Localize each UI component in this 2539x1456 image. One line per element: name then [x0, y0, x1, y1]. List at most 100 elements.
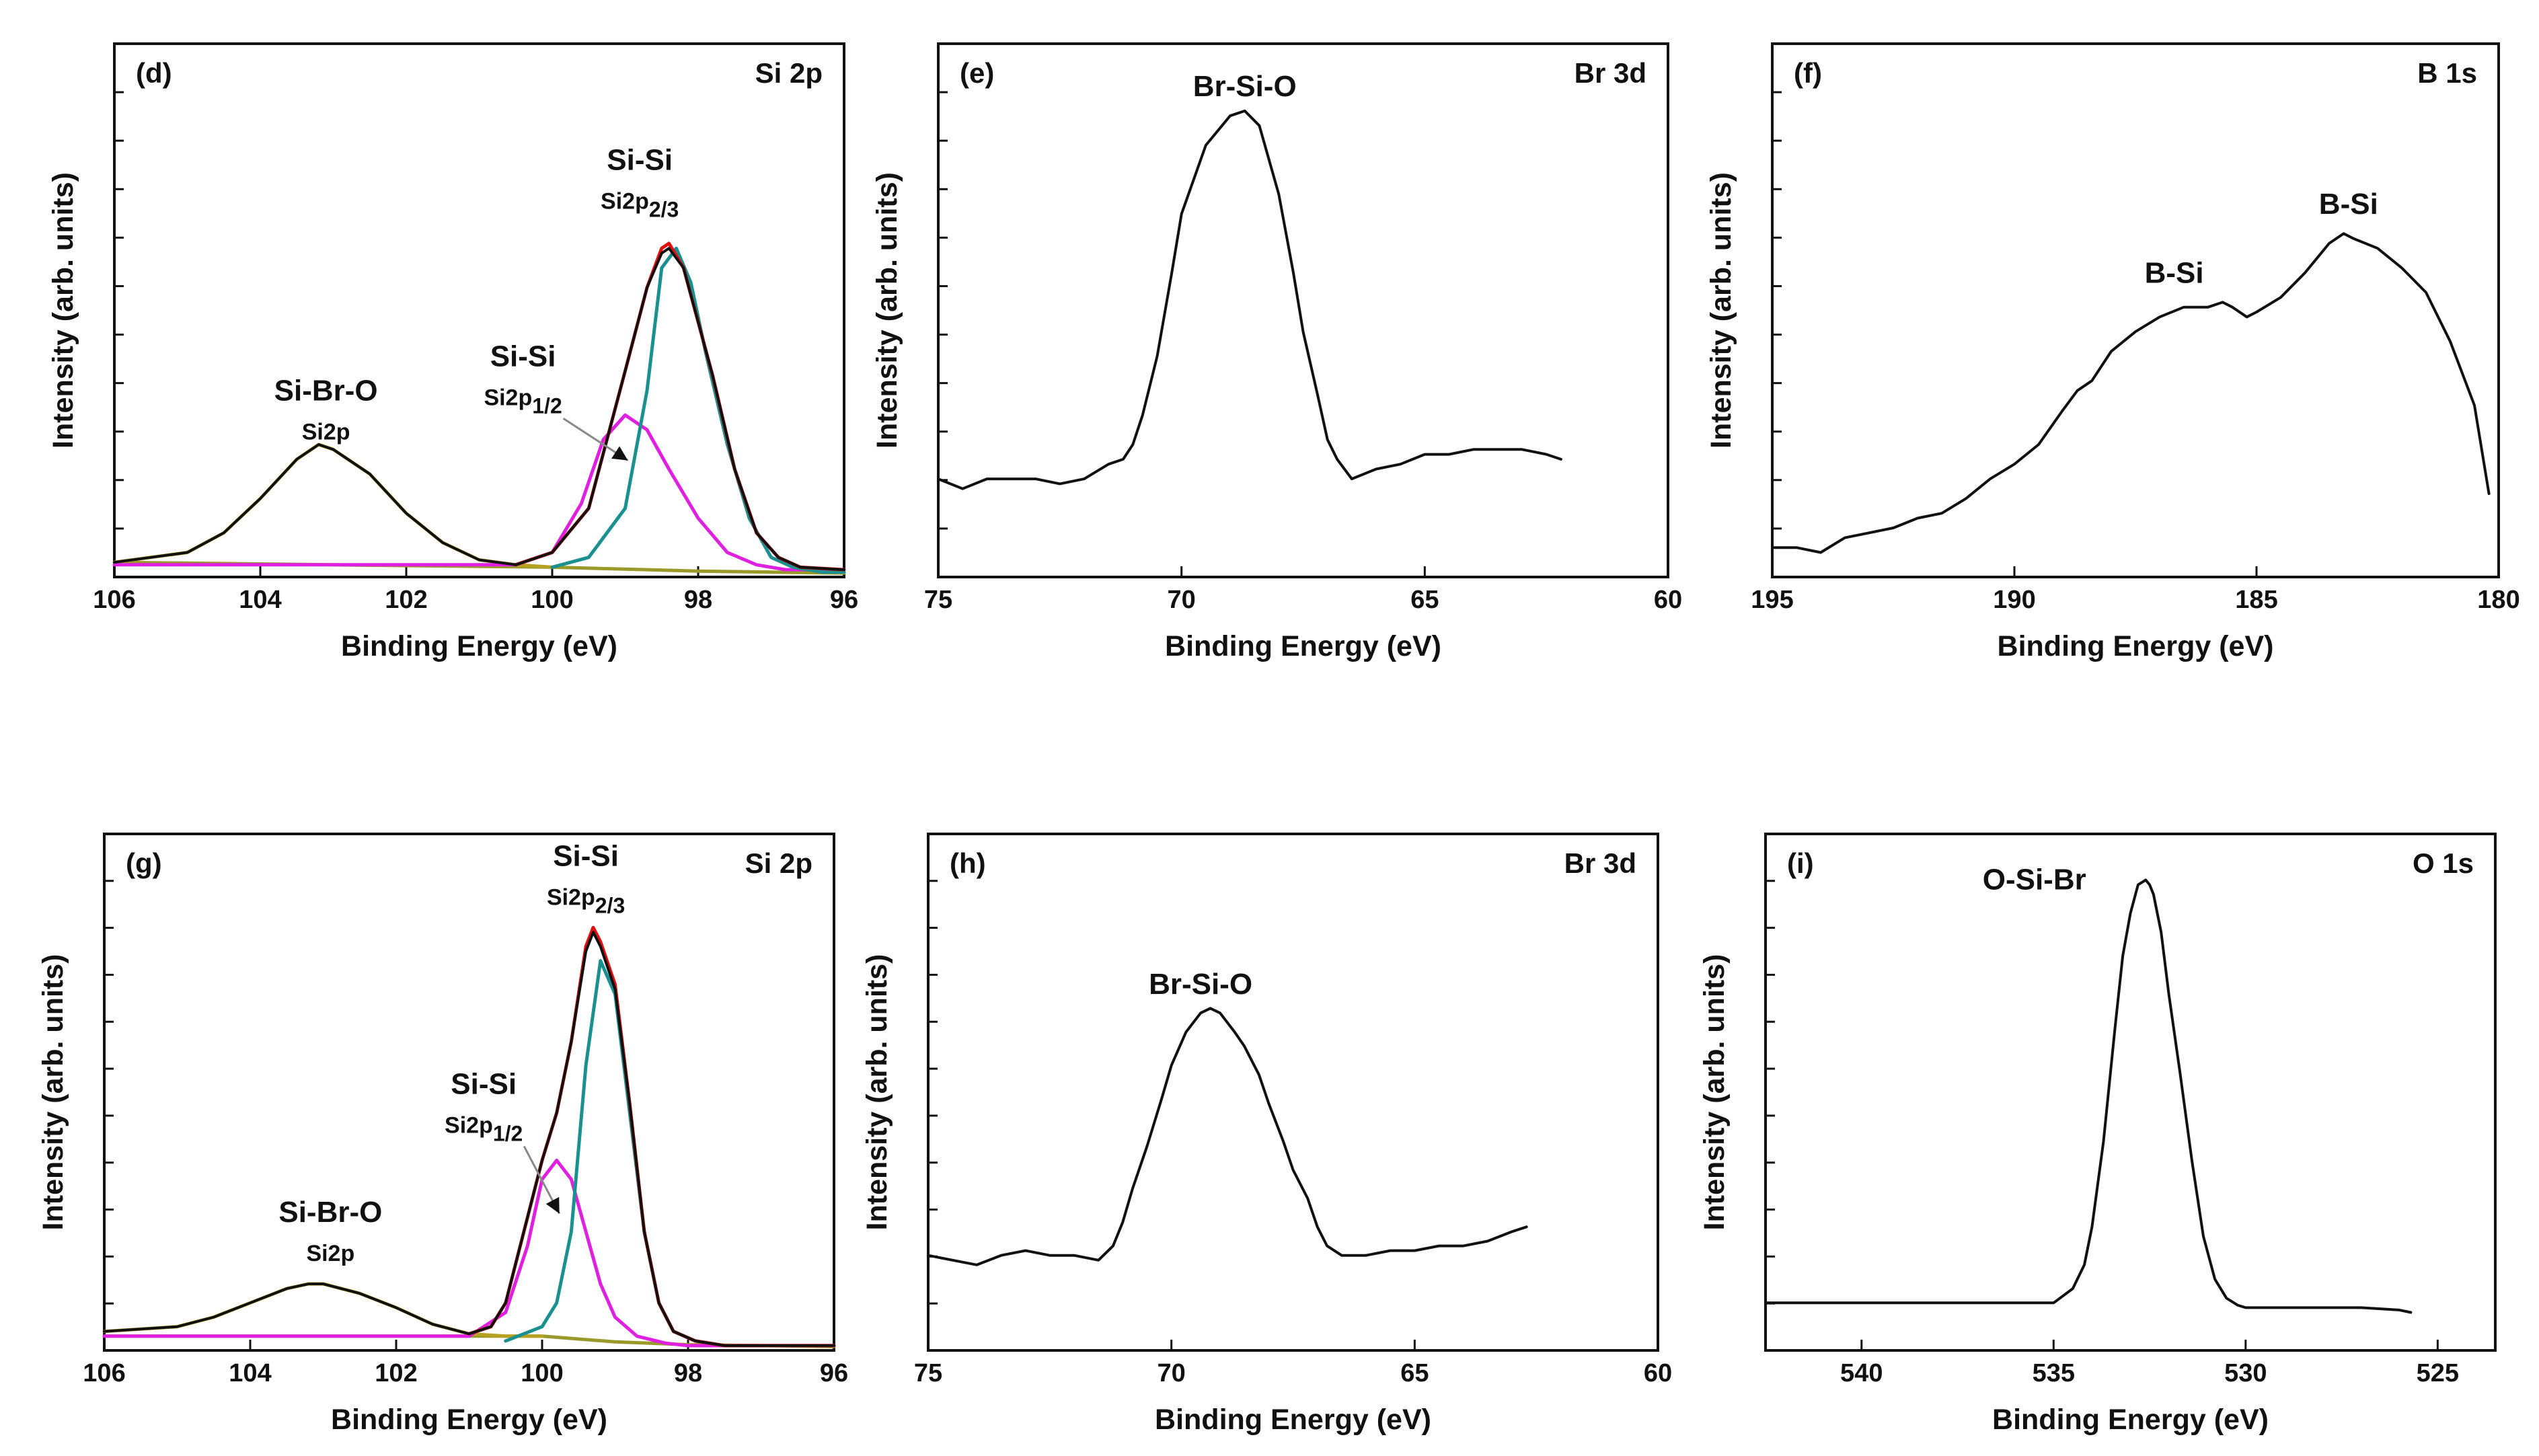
x-axis-label: Binding Energy (eV): [1998, 630, 2274, 662]
peak-label: Si-Br-O: [274, 374, 378, 407]
panel-i: 540 535 530 525 Binding Energy (eV) Intensity…: [1698, 833, 2497, 1436]
series-line-raw-data: [113, 247, 845, 572]
peak-sublabel-main: Si2p: [306, 1241, 354, 1266]
y-axis-label: Intensity (arb. units): [1698, 954, 1731, 1231]
x-tick-label: 75: [924, 586, 952, 614]
peak-sublabel-subscript: 2/3: [649, 197, 679, 221]
peak-label: O-Si-Br: [1983, 864, 2086, 896]
x-tick-label: 60: [1654, 586, 1682, 614]
y-axis-label: Intensity (arb. units): [861, 954, 893, 1231]
x-axis-label: Binding Energy (eV): [1165, 630, 1441, 662]
panel-f: 195 190 185 180 Binding Energy (eV) Intensity…: [1705, 42, 2520, 662]
x-tick-label: 104: [229, 1359, 271, 1387]
plot-frame: [1764, 833, 2497, 1352]
x-tick-label: 185: [2235, 586, 2277, 614]
panel-d: 106 104 102 100 98 96 Binding Energy (eV) Inten…: [47, 42, 858, 662]
x-tick-label: 180: [2477, 586, 2519, 614]
panel-label: (e): [960, 57, 994, 89]
peak-label: Si-Br-O: [278, 1196, 382, 1229]
series-line-b-1s: [1771, 232, 2491, 554]
x-tick-label: 65: [1410, 586, 1439, 614]
core-level-label: O 1s: [2413, 847, 2474, 879]
series-line-si2p-si-br-o-fit: [112, 443, 554, 569]
panel-g: 106 104 102 100 98 96 Binding Energy (eV) Inten…: [37, 833, 848, 1436]
peak-sublabel-main: Si2p: [484, 385, 532, 410]
peak-sublabel: Si2p2/3: [547, 884, 625, 917]
panel-label: (i): [1787, 847, 1814, 879]
peak-sublabel-main: Si2p: [547, 884, 595, 910]
x-tick-label: 530: [2224, 1359, 2267, 1387]
peak-label: Si-Si: [553, 839, 619, 872]
peak-sublabel: Si2p: [302, 419, 350, 445]
core-level-label: Br 3d: [1575, 57, 1646, 89]
arrowhead-icon: [611, 446, 628, 461]
x-tick-label: 102: [385, 586, 427, 614]
x-tick-label: 106: [83, 1359, 125, 1387]
x-tick-label: 106: [93, 586, 135, 614]
peak-sublabel-main: Si2p: [302, 419, 350, 445]
series-line-raw-data: [103, 931, 835, 1347]
plot-frame: [113, 42, 845, 578]
core-level-label: Si 2p: [745, 847, 812, 879]
x-tick-label: 104: [239, 586, 281, 614]
x-tick-label: 98: [684, 586, 712, 614]
x-tick-label: 100: [521, 1359, 563, 1387]
panel-e: 75 70 65 60 Binding Energy (eV) Intensity (ar…: [871, 42, 1682, 662]
series-line-si2p1-2-fit: [112, 413, 846, 572]
peak-label: B-Si: [2145, 256, 2204, 289]
x-axis-label: Binding Energy (eV): [1155, 1404, 1431, 1436]
x-axis-label: Binding Energy (eV): [1992, 1404, 2269, 1436]
panel-label: (g): [126, 847, 162, 879]
x-tick-label: 540: [1840, 1359, 1883, 1387]
x-tick-label: 96: [830, 586, 858, 614]
x-tick-label: 525: [2417, 1359, 2459, 1387]
panel-label: (h): [950, 847, 986, 879]
y-axis-label: Intensity (arb. units): [47, 172, 79, 449]
peak-sublabel: Si2p1/2: [484, 385, 562, 418]
core-level-label: B 1s: [2417, 57, 2477, 89]
x-tick-label: 70: [1168, 586, 1196, 614]
series-line-o-1s: [1764, 878, 2413, 1314]
x-tick-label: 70: [1158, 1359, 1186, 1387]
panel-h: 75 70 65 60 Binding Energy (eV) Intensity (ar…: [861, 833, 1672, 1436]
x-tick-label: 65: [1400, 1359, 1429, 1387]
plot-frame: [937, 42, 1669, 578]
peak-sublabel-main: Si2p: [601, 188, 649, 214]
peak-sublabel: Si2p: [306, 1241, 354, 1266]
x-tick-label: 60: [1644, 1359, 1672, 1387]
y-axis-label: Intensity (arb. units): [37, 954, 69, 1231]
peak-label: Si-Si: [607, 143, 673, 176]
y-axis-label: Intensity (arb. units): [871, 172, 903, 449]
x-tick-label: 535: [2033, 1359, 2075, 1387]
peak-sublabel-subscript: 1/2: [493, 1121, 523, 1145]
plot-frame: [1771, 42, 2500, 578]
x-tick-label: 102: [375, 1359, 417, 1387]
series-line-envelope: [467, 925, 836, 1348]
core-level-label: Si 2p: [755, 57, 823, 89]
panel-label: (f): [1794, 57, 1822, 89]
series-line-br-3d: [937, 109, 1562, 490]
x-tick-label: 100: [531, 586, 573, 614]
peak-label: Br-Si-O: [1193, 70, 1297, 103]
peak-label: Si-Si: [451, 1067, 517, 1100]
x-tick-label: 98: [674, 1359, 702, 1387]
x-axis-label: Binding Energy (eV): [341, 630, 617, 662]
x-axis-label: Binding Energy (eV): [331, 1404, 607, 1436]
peak-label: Si-Si: [490, 340, 556, 373]
x-tick-label: 96: [820, 1359, 848, 1387]
peak-sublabel: Si2p2/3: [601, 188, 679, 221]
peak-sublabel: Si2p1/2: [445, 1112, 523, 1145]
series-line-si2p2-3-fit: [550, 246, 846, 574]
arrowhead-icon: [545, 1196, 560, 1214]
x-tick-label: 190: [1993, 586, 2035, 614]
series-line-si2p2-3-fit: [504, 959, 836, 1348]
core-level-label: Br 3d: [1564, 847, 1636, 879]
y-axis-label: Intensity (arb. units): [1705, 172, 1737, 449]
peak-label: Br-Si-O: [1149, 968, 1252, 1001]
series-line-envelope: [514, 241, 846, 572]
plot-frame: [927, 833, 1659, 1352]
panel-label: (d): [136, 57, 172, 89]
plot-frame: [103, 833, 835, 1352]
peak-sublabel-subscript: 2/3: [595, 893, 625, 917]
